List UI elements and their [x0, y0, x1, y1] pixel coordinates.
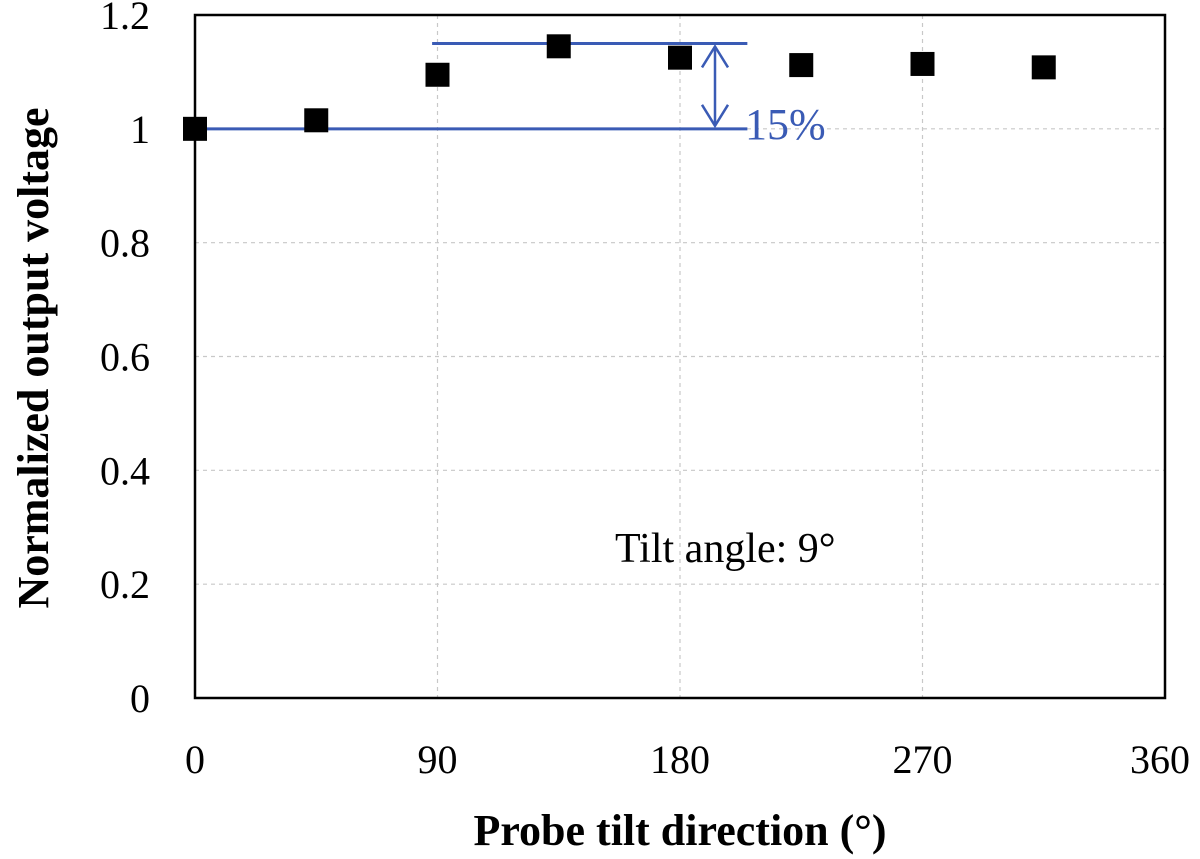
- data-point: [304, 108, 329, 133]
- grid-lines: [195, 15, 1165, 698]
- data-point: [183, 116, 207, 141]
- data-point: [1031, 55, 1056, 80]
- x-axis-tick-labels: 0 90 180 270 360: [185, 737, 1190, 782]
- range-annotation: 15%: [195, 41, 826, 149]
- y-axis-title: Normalized output voltage: [9, 107, 58, 608]
- x-tick-label: 180: [650, 737, 710, 782]
- y-axis-tick-labels: 0 0.2 0.4 0.6 0.8 1 1.2: [100, 0, 150, 721]
- plot-frame: [193, 13, 1167, 700]
- data-point: [668, 45, 692, 70]
- data-point: [425, 62, 450, 87]
- y-tick-label: 0.8: [100, 221, 150, 266]
- range-percent-label: 15%: [745, 100, 826, 149]
- x-tick-label: 0: [185, 737, 205, 782]
- tilt-angle-annotation: Tilt angle: 9°: [615, 526, 836, 572]
- y-tick-label: 0.6: [100, 335, 150, 380]
- y-tick-label: 0: [130, 676, 150, 721]
- data-point: [546, 34, 571, 59]
- x-tick-label: 270: [893, 737, 953, 782]
- x-axis-title: Probe tilt direction (°): [473, 806, 886, 855]
- data-point: [910, 51, 935, 76]
- x-tick-label: 360: [1130, 737, 1190, 782]
- y-tick-label: 0.4: [100, 448, 150, 493]
- y-tick-label: 0.2: [100, 562, 150, 607]
- x-tick-label: 90: [418, 737, 458, 782]
- range-arrow-head-up: [700, 44, 730, 69]
- range-arrow-head-down: [700, 104, 730, 129]
- data-points: [183, 34, 1056, 141]
- y-tick-label: 1.2: [100, 0, 150, 38]
- data-point: [789, 53, 814, 78]
- y-tick-label: 1: [130, 107, 150, 152]
